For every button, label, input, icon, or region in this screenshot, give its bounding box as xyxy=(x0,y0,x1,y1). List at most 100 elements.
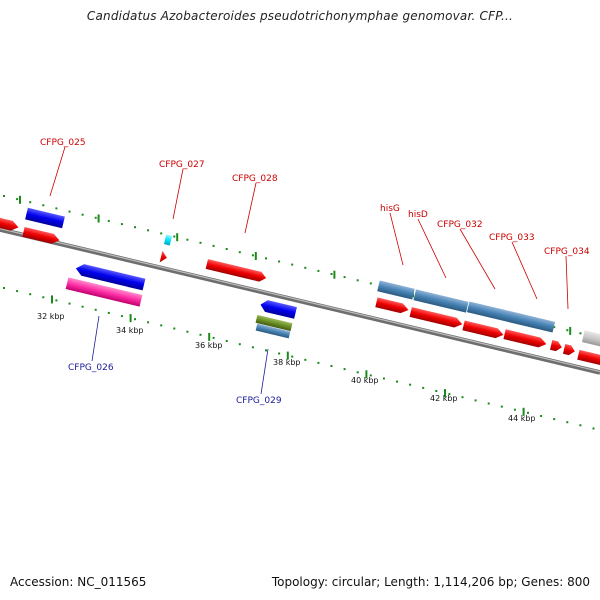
minor-tick xyxy=(356,371,359,374)
minor-tick xyxy=(291,263,294,266)
gene-label-cfpg-026[interactable]: CFPG_026 xyxy=(68,363,114,373)
minor-tick xyxy=(238,343,241,346)
minor-tick xyxy=(265,257,267,260)
gene-label-cfpg-034[interactable]: CFPG_034 xyxy=(544,247,590,257)
gene-arrow-forward[interactable] xyxy=(377,280,415,300)
minor-tick xyxy=(199,333,202,336)
minor-tick xyxy=(68,302,71,305)
scale-label: 42 kbp xyxy=(430,394,458,403)
minor-tick xyxy=(147,321,150,324)
minor-tick xyxy=(160,232,163,235)
gene-arrow-forward[interactable] xyxy=(159,250,169,264)
minor-tick xyxy=(81,213,84,216)
minor-tick xyxy=(16,198,19,201)
minor-tick xyxy=(409,383,412,386)
gene-label-hisg[interactable]: hisG xyxy=(380,204,400,214)
minor-tick xyxy=(16,290,19,293)
gene-arrow-reverse[interactable] xyxy=(75,263,146,291)
gene-label-hisd[interactable]: hisD xyxy=(408,210,428,220)
minor-tick xyxy=(107,311,110,314)
gene-arrow-reverse[interactable] xyxy=(259,299,297,319)
minor-tick xyxy=(553,326,556,329)
reverse-gene-labels: CFPG_026 CFPG_029 xyxy=(68,315,282,406)
minor-tick xyxy=(448,393,451,396)
minor-tick xyxy=(382,377,385,380)
minor-tick xyxy=(592,427,595,430)
minor-tick xyxy=(120,223,123,226)
minor-tick xyxy=(68,210,71,213)
minor-tick xyxy=(186,330,189,333)
gene-arrow-forward[interactable] xyxy=(462,320,504,340)
minor-tick xyxy=(134,226,136,229)
minor-tick xyxy=(225,340,228,342)
minor-tick xyxy=(94,308,97,311)
scale-label: 32 kbp xyxy=(37,312,65,321)
minor-tick xyxy=(579,332,582,335)
gene-arrow-reverse[interactable] xyxy=(255,323,291,339)
gene-label-cfpg-025[interactable]: CFPG_025 xyxy=(40,138,86,148)
minor-tick xyxy=(55,207,58,210)
minor-tick xyxy=(173,235,176,238)
minor-tick xyxy=(160,324,163,327)
minor-tick xyxy=(356,279,359,282)
minor-tick xyxy=(3,287,5,289)
minor-tick xyxy=(540,415,543,417)
minor-tick xyxy=(396,380,398,383)
gene-arrow-forward[interactable] xyxy=(413,289,469,313)
gene-arrow-forward[interactable] xyxy=(22,226,60,245)
scale-labels: 32 kbp 34 kbp 36 kbp 38 kbp 40 kbp 42 kb… xyxy=(37,312,536,423)
minor-tick xyxy=(29,201,32,204)
gene-label-cfpg-027[interactable]: CFPG_027 xyxy=(159,160,205,170)
minor-tick xyxy=(461,396,464,399)
minor-tick xyxy=(500,405,503,408)
gene-arrow-forward[interactable] xyxy=(205,259,268,283)
forward-strand-features xyxy=(0,207,600,367)
minor-tick xyxy=(225,248,228,250)
forward-gene-labels: CFPG_025 CFPG_027 CFPG_028 hisG hisD CFP… xyxy=(40,138,590,310)
gene-arrow-forward[interactable] xyxy=(581,330,600,348)
gene-arrow-forward[interactable] xyxy=(0,215,20,232)
map-title: Candidatus Azobacteroides pseudotrichony… xyxy=(86,9,514,23)
minor-tick xyxy=(422,386,425,389)
gene-arrow-forward[interactable] xyxy=(562,343,576,356)
gene-label-cfpg-032[interactable]: CFPG_032 xyxy=(437,220,483,230)
minor-tick xyxy=(330,365,333,367)
minor-tick xyxy=(199,241,202,244)
minor-tick xyxy=(566,421,569,424)
minor-tick xyxy=(251,346,254,349)
minor-tick xyxy=(487,402,490,405)
minor-tick xyxy=(186,238,189,241)
gene-arrow-reverse[interactable] xyxy=(25,207,65,229)
gene-label-cfpg-029[interactable]: CFPG_029 xyxy=(236,396,282,406)
minor-tick xyxy=(474,399,477,402)
topology-text: Topology: circular; Length: 1,114,206 bp… xyxy=(271,575,590,589)
accession-text: Accession: NC_011565 xyxy=(10,575,147,589)
gene-arrow-forward[interactable] xyxy=(163,234,173,246)
gene-arrow-reverse[interactable] xyxy=(65,277,143,307)
minor-tick xyxy=(120,315,123,318)
gene-arrow-forward[interactable] xyxy=(375,297,409,314)
gene-arrow-forward[interactable] xyxy=(466,301,556,333)
scale-label: 44 kbp xyxy=(508,414,536,423)
reverse-strand-tick-row xyxy=(3,287,595,430)
minor-tick xyxy=(278,352,281,355)
minor-tick xyxy=(435,390,438,392)
scale-label: 38 kbp xyxy=(273,358,301,367)
gene-label-cfpg-033[interactable]: CFPG_033 xyxy=(489,233,535,243)
gene-arrow-forward[interactable] xyxy=(503,329,547,349)
scale-label: 40 kbp xyxy=(351,376,379,385)
gene-arrow-forward[interactable] xyxy=(549,339,563,352)
gene-arrow-reverse[interactable] xyxy=(255,314,293,332)
minor-tick xyxy=(42,204,45,207)
minor-tick xyxy=(134,318,136,321)
minor-tick xyxy=(317,269,320,272)
minor-tick xyxy=(238,251,241,254)
minor-tick xyxy=(513,408,516,411)
minor-tick xyxy=(94,216,97,219)
gene-arrow-forward[interactable] xyxy=(577,349,600,367)
gene-arrow-forward[interactable] xyxy=(409,307,464,329)
gene-label-cfpg-028[interactable]: CFPG_028 xyxy=(232,174,278,184)
minor-tick xyxy=(566,329,569,332)
minor-tick xyxy=(553,418,556,421)
